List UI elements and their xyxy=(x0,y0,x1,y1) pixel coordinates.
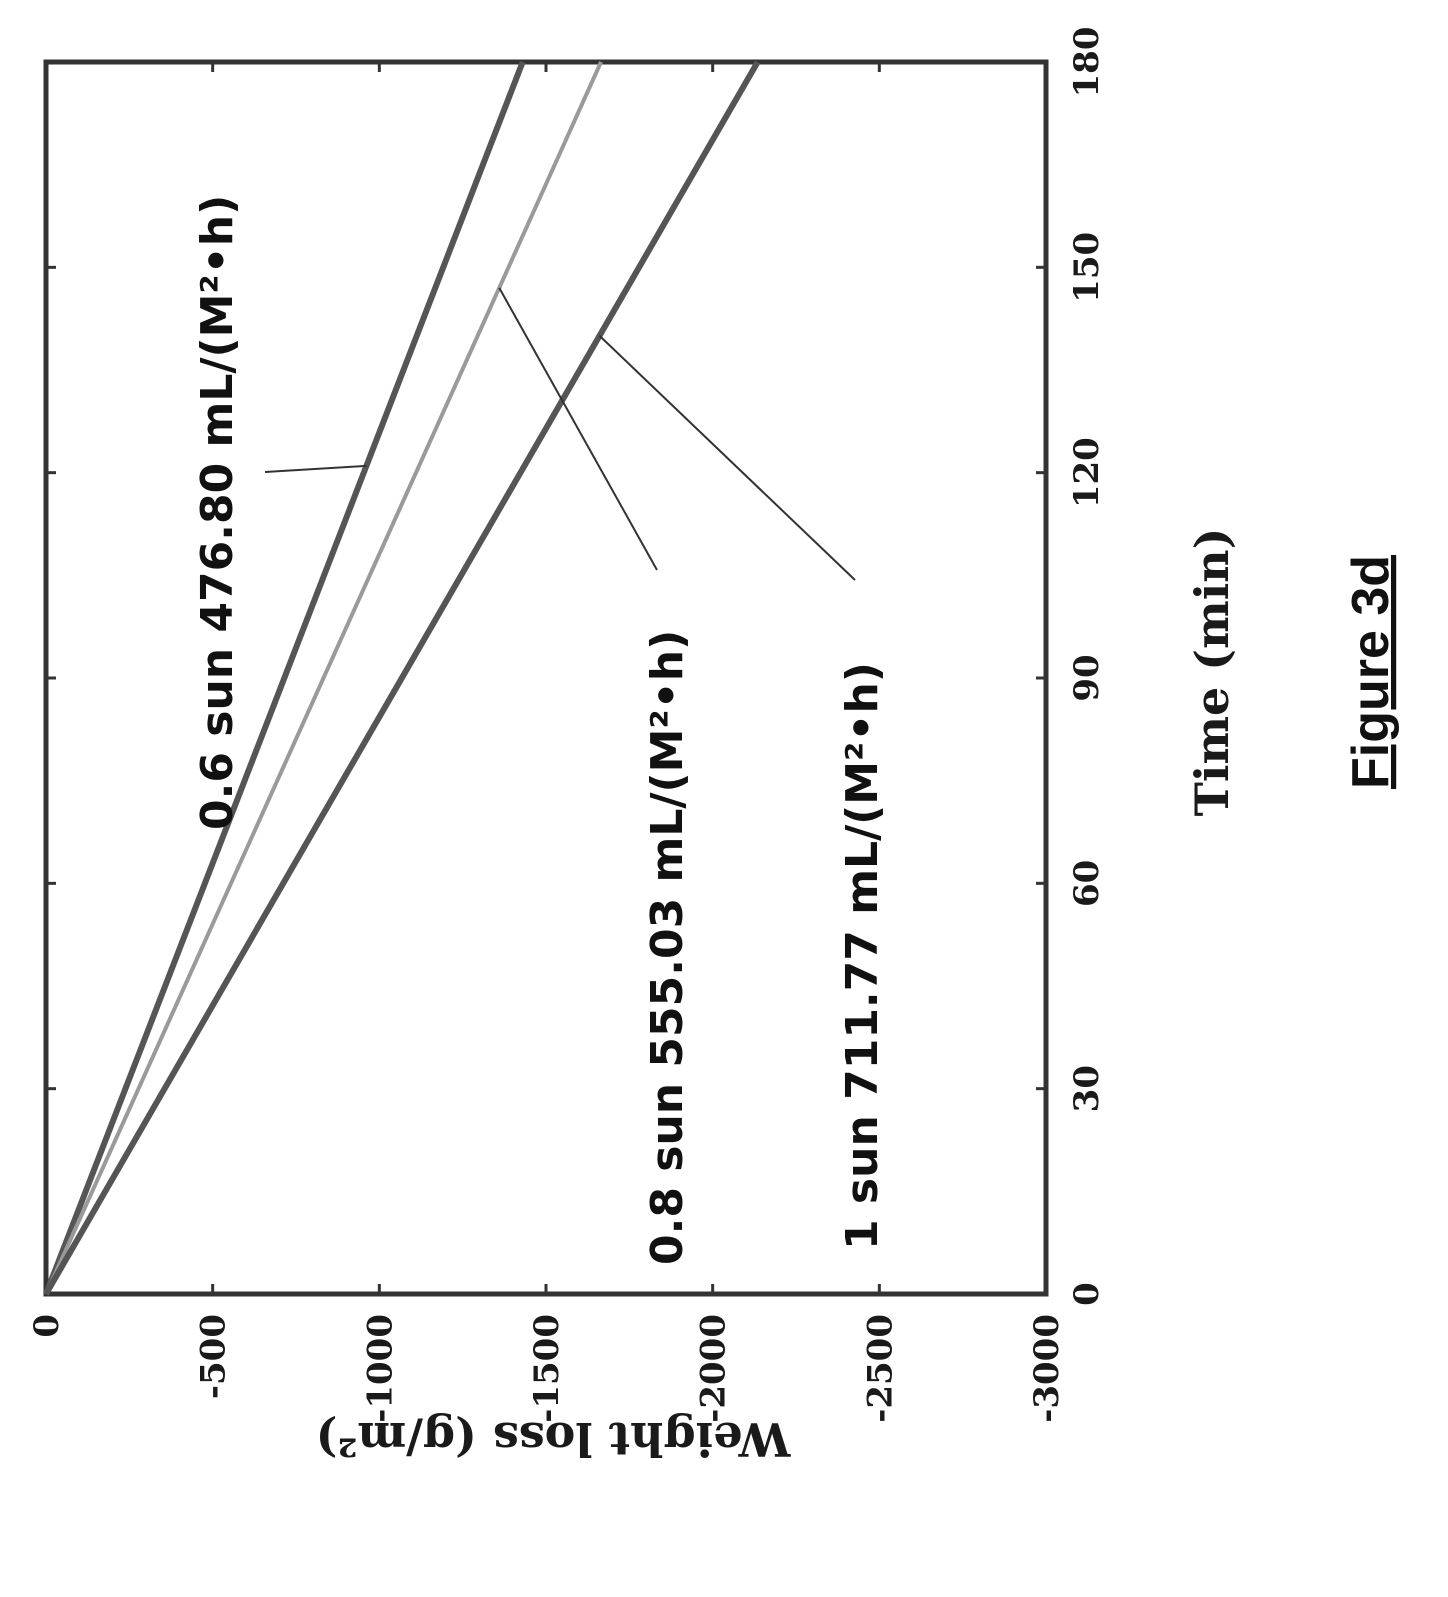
series-line-2 xyxy=(43,60,761,1296)
y-tick-label: -1500 xyxy=(527,1314,567,1423)
axis-tick-labels: 0 30 60 90 120 150 180 0 -500 -1000 -1500 -2000 -250… xyxy=(27,27,1107,1423)
x-tick-label: 60 xyxy=(1067,860,1107,907)
x-tick-label: 0 xyxy=(1067,1282,1107,1306)
y-axis-title: Weight loss (g/m²) xyxy=(316,1412,792,1466)
x-tick-label: 120 xyxy=(1067,437,1107,508)
figure-caption: Figure 3d xyxy=(1342,555,1400,789)
series-label-0.6-sun: 0.6 sun 476.80 mL/(M²•h) xyxy=(192,195,243,830)
annotation-leader-lines xyxy=(264,287,856,581)
y-tick-label: -2500 xyxy=(860,1314,900,1423)
leader-line-0 xyxy=(264,464,367,473)
y-tick-label: -2000 xyxy=(694,1314,734,1423)
x-tick-label: 180 xyxy=(1067,27,1107,98)
series-lines xyxy=(43,60,761,1296)
series-label-1-sun: 1 sun 711.77 mL/(M²•h) xyxy=(837,662,888,1250)
y-tick-label: -500 xyxy=(194,1314,234,1399)
x-axis-title: Time (min) xyxy=(1185,528,1239,817)
series-label-0.8-sun: 0.8 sun 555.03 mL/(M²•h) xyxy=(642,630,693,1265)
leader-line-2 xyxy=(598,335,856,581)
y-tick-label: 0 xyxy=(27,1314,67,1338)
x-tick-label: 30 xyxy=(1067,1065,1107,1112)
series-line-1 xyxy=(44,61,603,1295)
x-tick-label: 150 xyxy=(1067,232,1107,303)
series-line-0 xyxy=(43,60,526,1296)
leader-line-1 xyxy=(498,287,658,571)
x-tick-label: 90 xyxy=(1067,654,1107,701)
axis-ticks xyxy=(44,60,1048,1296)
y-tick-label: -3000 xyxy=(1027,1314,1067,1423)
y-tick-label: -1000 xyxy=(360,1314,400,1423)
